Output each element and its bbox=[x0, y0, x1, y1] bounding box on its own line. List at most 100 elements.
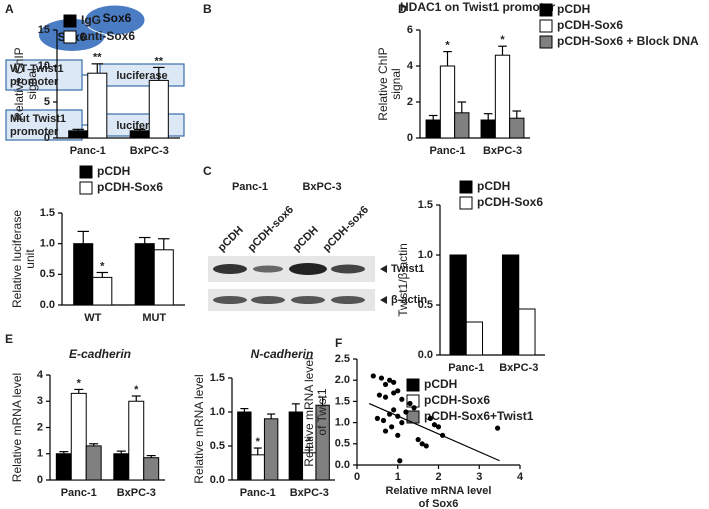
point bbox=[419, 441, 425, 447]
x-tick-label: 2 bbox=[435, 471, 441, 483]
bar bbox=[288, 411, 304, 481]
band bbox=[213, 264, 247, 274]
bar bbox=[480, 119, 496, 139]
fit-line bbox=[368, 402, 500, 462]
bar bbox=[129, 130, 150, 139]
point bbox=[382, 394, 389, 400]
band bbox=[251, 296, 285, 304]
lane-label: pCDH-sox6 bbox=[321, 204, 371, 254]
promoter-label: promoter bbox=[10, 126, 59, 138]
significance-label: ** bbox=[93, 52, 102, 64]
bar bbox=[143, 457, 160, 481]
x-tick-label: 1 bbox=[395, 471, 401, 483]
x-tick-label: 0 bbox=[354, 471, 360, 483]
y-tick-label: 0 bbox=[407, 132, 413, 144]
x-tick-label: Panc-1 bbox=[61, 487, 97, 499]
y-tick-label: 0 bbox=[44, 132, 50, 144]
band-label: β-actin bbox=[391, 294, 427, 306]
point bbox=[370, 373, 376, 379]
panel-label: B bbox=[203, 2, 212, 16]
x-axis-label: Relative mRNA level bbox=[386, 485, 492, 497]
point bbox=[378, 375, 385, 381]
point bbox=[391, 390, 397, 396]
y-tick-label: 2.5 bbox=[335, 353, 350, 365]
y-tick-label: 2.0 bbox=[335, 374, 350, 386]
point bbox=[399, 420, 405, 426]
x-tick-label: WT bbox=[84, 312, 101, 324]
x-tick-label: BxPC-3 bbox=[290, 487, 329, 499]
legend-label: pCDH bbox=[557, 2, 590, 16]
y-tick-label: 6 bbox=[407, 24, 413, 36]
significance-label: * bbox=[445, 40, 450, 52]
band bbox=[331, 296, 365, 304]
bar bbox=[87, 72, 108, 139]
y-tick-label: 0.0 bbox=[418, 349, 433, 361]
panel-label: E bbox=[5, 332, 13, 346]
bar bbox=[134, 243, 155, 306]
panel-label: A bbox=[5, 2, 14, 16]
y-axis-label: Relative mRNA level bbox=[302, 357, 316, 466]
point bbox=[391, 379, 397, 385]
legend-swatch bbox=[79, 181, 93, 195]
legend-swatch bbox=[459, 196, 473, 210]
point bbox=[397, 458, 403, 464]
point bbox=[376, 392, 383, 398]
y-tick-label: 1.0 bbox=[418, 249, 433, 261]
legend-swatch bbox=[406, 378, 420, 392]
legend-swatch bbox=[459, 180, 473, 194]
y-tick-label: 1.0 bbox=[335, 417, 350, 429]
lane-label: pCDH-sox6 bbox=[246, 204, 296, 254]
y-tick-label: 0.5 bbox=[335, 438, 350, 450]
bar bbox=[494, 54, 511, 139]
bar bbox=[454, 112, 470, 139]
x-tick-label: BxPC-3 bbox=[483, 145, 522, 157]
lane-label: pCDH bbox=[216, 224, 246, 254]
y-axis-label: Relative luciferase bbox=[10, 210, 24, 308]
point bbox=[374, 415, 380, 421]
point bbox=[387, 377, 393, 383]
point bbox=[399, 396, 405, 402]
legend-swatch bbox=[539, 35, 553, 49]
y-axis-label: Relative ChIP bbox=[376, 47, 390, 120]
x-tick-label: Panc-1 bbox=[448, 362, 484, 374]
x-tick-label: Panc-1 bbox=[429, 145, 465, 157]
y-tick-label: 2 bbox=[37, 421, 43, 433]
x-tick-label: BxPC-3 bbox=[499, 362, 538, 374]
panel-label: D bbox=[398, 2, 407, 16]
point bbox=[403, 409, 409, 415]
x-tick-label: BxPC-3 bbox=[130, 145, 169, 157]
y-axis-label: Relative ChIP bbox=[12, 47, 26, 120]
legend-swatch bbox=[539, 19, 553, 33]
point bbox=[395, 432, 401, 438]
bar bbox=[153, 249, 174, 306]
y-axis-label: signal bbox=[25, 68, 39, 99]
bar bbox=[425, 119, 441, 139]
y-tick-label: 0.0 bbox=[40, 299, 55, 311]
bar bbox=[73, 243, 94, 306]
band-arrow bbox=[380, 265, 387, 273]
legend-label: pCDH-Sox6 bbox=[424, 393, 490, 407]
bar bbox=[85, 445, 102, 481]
legend-label: anti-Sox6 bbox=[81, 29, 135, 43]
significance-label: * bbox=[256, 436, 261, 448]
lane-label: pCDH bbox=[291, 224, 321, 254]
y-tick-label: 0 bbox=[37, 474, 43, 486]
y-axis-label: Twist1/β-actin bbox=[396, 243, 410, 317]
y-tick-label: 1.5 bbox=[418, 199, 433, 211]
bar bbox=[439, 65, 456, 139]
legend-label: pCDH-Sox6+Twist1 bbox=[424, 409, 534, 423]
band bbox=[213, 296, 247, 304]
y-tick-label: 0.0 bbox=[335, 459, 350, 471]
blot-group: Panc-1 bbox=[232, 181, 268, 193]
legend-label: pCDH-Sox6 bbox=[477, 195, 543, 209]
point bbox=[407, 400, 413, 407]
y-tick-label: 1.5 bbox=[335, 395, 350, 407]
bar bbox=[237, 411, 252, 481]
point bbox=[427, 415, 433, 421]
bar bbox=[70, 392, 87, 481]
point bbox=[411, 405, 417, 411]
x-tick-label: Panc-1 bbox=[70, 145, 106, 157]
y-tick-label: 5 bbox=[44, 96, 50, 108]
band bbox=[291, 296, 325, 304]
y-tick-label: 1 bbox=[37, 448, 43, 460]
